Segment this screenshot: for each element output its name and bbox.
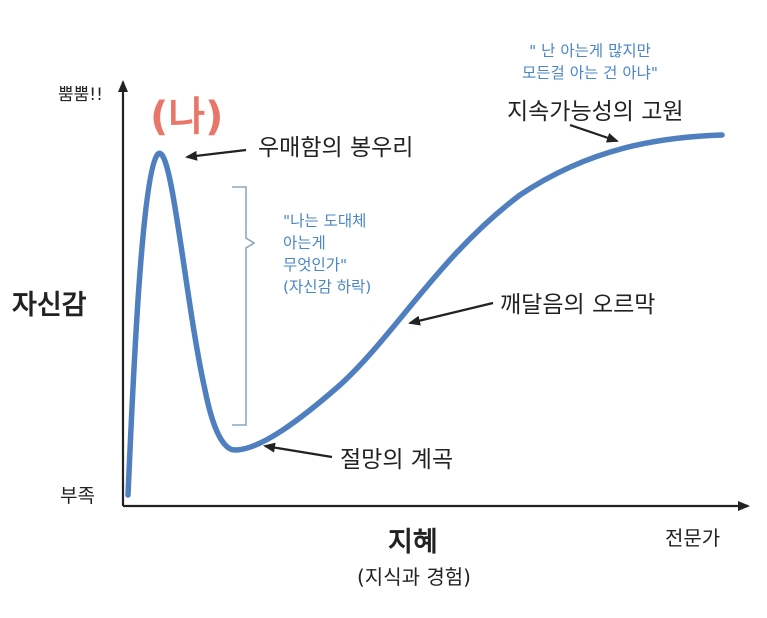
valley-stage-label: 절망의 계곡 — [340, 447, 454, 473]
doubt-quote: "나는 도대체 아는게 무엇인가" (자신감 하락) — [283, 210, 371, 298]
x-axis-subtitle: (지식과 경험) — [357, 565, 471, 589]
expert-quote: " 난 아는게 많지만 모든걸 아는 건 아냐" — [522, 40, 658, 84]
doubt-quote-line: (자신감 하락) — [283, 278, 372, 296]
plateau-arrow — [569, 123, 619, 143]
expert-quote-line: 모든걸 아는 건 아냐" — [522, 64, 658, 82]
plateau-stage-label: 지속가능성의 고원 — [507, 99, 684, 125]
confidence-drop-bracket — [232, 186, 256, 426]
slope-stage-label: 깨달음의 오르막 — [500, 292, 656, 318]
doubt-quote-line: "나는 도대체 — [283, 212, 367, 230]
peak-arrow — [185, 148, 247, 161]
expert-quote-line: " 난 아는게 많지만 — [529, 42, 651, 60]
confidence-curve — [125, 132, 725, 498]
y-axis-top-label: 뿜뿜!! — [58, 85, 103, 105]
y-axis-bottom-label: 부족 — [60, 485, 95, 507]
y-axis-title: 자신감 — [12, 290, 87, 321]
panel-tag-label: (나) — [150, 94, 224, 140]
x-axis-end-label: 전문가 — [665, 526, 721, 550]
doubt-quote-line: 무엇인가" — [283, 256, 348, 274]
valley-arrow — [263, 442, 333, 459]
slope-arrow — [408, 301, 494, 326]
doubt-quote-line: 아는게 — [283, 234, 326, 252]
peak-stage-label: 우매함의 봉우리 — [258, 135, 414, 161]
x-axis-title: 지혜 — [388, 527, 438, 558]
